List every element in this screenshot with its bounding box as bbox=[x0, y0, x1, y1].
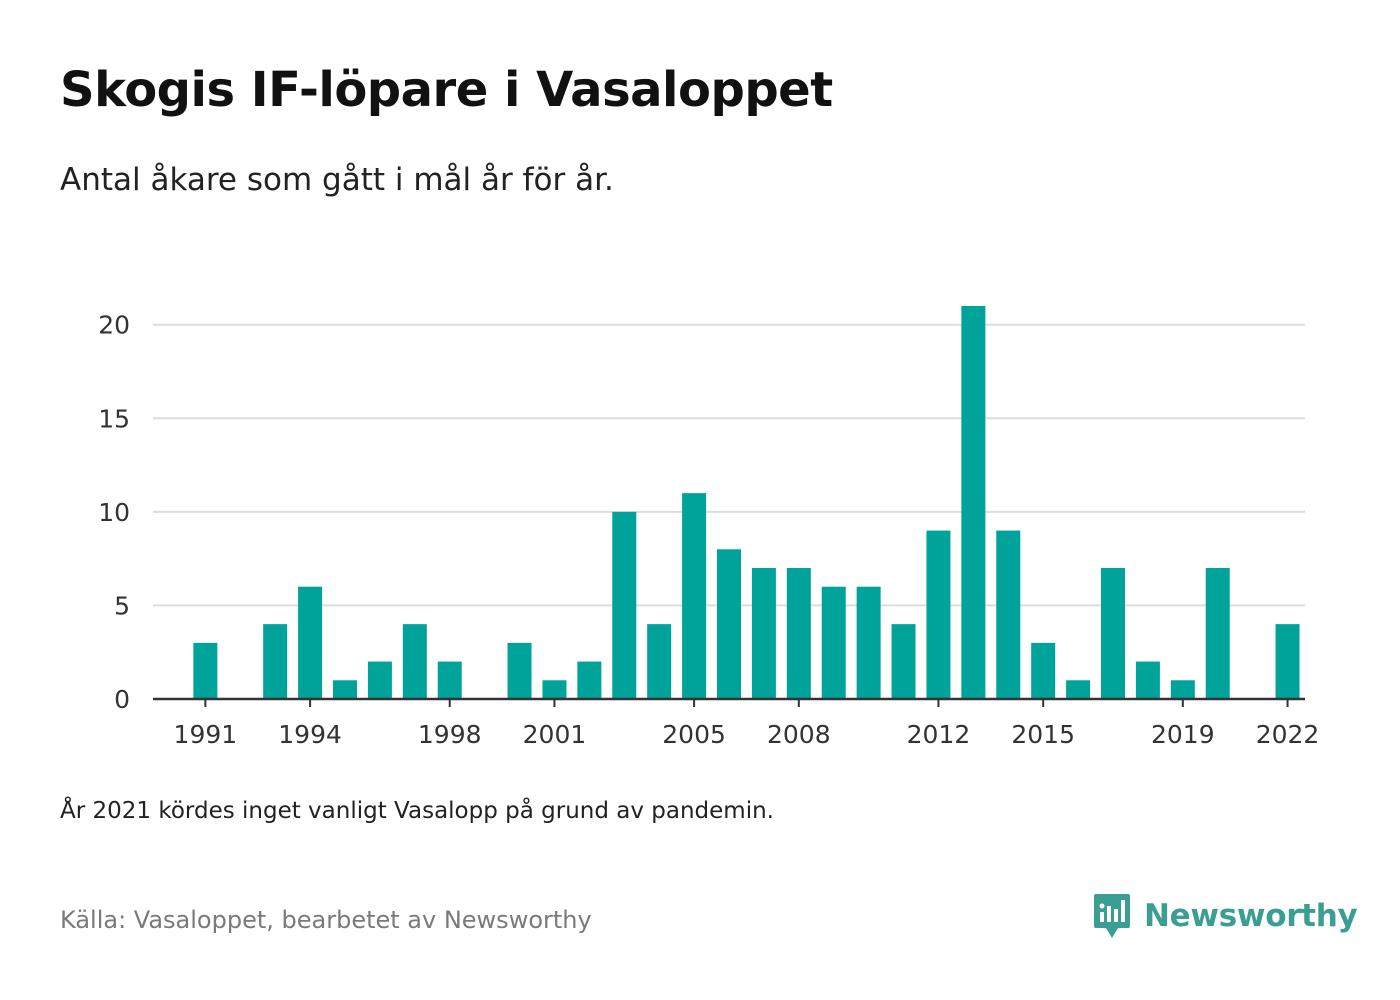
bars bbox=[193, 306, 1300, 699]
bar-1991 bbox=[193, 642, 218, 699]
bar-2017 bbox=[1101, 568, 1125, 699]
y-tick-label: 20 bbox=[98, 311, 130, 340]
bar-1994 bbox=[298, 586, 323, 699]
newsworthy-brand: Newsworthy bbox=[1092, 892, 1358, 940]
bar-2015 bbox=[1031, 642, 1056, 699]
bar-2014 bbox=[996, 530, 1021, 699]
bar-1997 bbox=[402, 624, 427, 699]
bar-2016 bbox=[1066, 680, 1091, 699]
chart-subtitle: Antal åkare som gått i mål år för år. bbox=[60, 162, 614, 198]
bar-2000 bbox=[507, 642, 532, 699]
bar-2020 bbox=[1205, 568, 1230, 699]
y-tick-label: 15 bbox=[98, 404, 130, 433]
x-tick-label: 2012 bbox=[907, 720, 971, 749]
x-tick-label: 1994 bbox=[278, 720, 342, 749]
bar-2009 bbox=[821, 586, 846, 699]
newsworthy-logo-icon bbox=[1094, 894, 1130, 938]
source-note: Källa: Vasaloppet, bearbetet av Newswort… bbox=[60, 906, 592, 934]
bar-1998 bbox=[437, 661, 462, 699]
bar-2004 bbox=[647, 624, 672, 699]
x-tick-label: 2008 bbox=[767, 720, 831, 749]
x-tick-label: 2015 bbox=[1011, 720, 1075, 749]
bar-2006 bbox=[717, 549, 741, 699]
bar-2022 bbox=[1275, 624, 1300, 699]
bar-2019 bbox=[1170, 680, 1195, 699]
bar-2003 bbox=[612, 511, 637, 699]
bar-2007 bbox=[751, 568, 776, 699]
bar-2001 bbox=[542, 680, 567, 699]
footnote: År 2021 kördes inget vanligt Vasalopp på… bbox=[60, 798, 774, 824]
bar-chart: 0 5 10 15 20 1991 1994 1998 2001 2005 2008 2012 2015… bbox=[98, 306, 1319, 749]
bar-2002 bbox=[577, 661, 602, 699]
x-tick-label: 1991 bbox=[174, 720, 238, 749]
chart-title: Skogis IF-löpare i Vasaloppet bbox=[60, 62, 833, 118]
bar-2005 bbox=[682, 493, 707, 699]
y-tick-label: 5 bbox=[114, 591, 130, 620]
bar-2013 bbox=[961, 306, 986, 699]
axes: 0 5 10 15 20 1991 1994 1998 2001 2005 2008 2012 2015… bbox=[98, 311, 1319, 749]
x-tick-label: 2001 bbox=[523, 720, 587, 749]
bar-1993 bbox=[263, 624, 288, 699]
bar-2010 bbox=[856, 586, 881, 699]
y-tick-label: 10 bbox=[98, 498, 130, 527]
y-tick-label: 0 bbox=[114, 685, 130, 714]
x-tick-label: 2019 bbox=[1151, 720, 1215, 749]
bar-2012 bbox=[926, 530, 951, 699]
bar-2011 bbox=[891, 624, 916, 699]
bar-2008 bbox=[786, 568, 811, 699]
brand-name: Newsworthy bbox=[1144, 898, 1358, 934]
x-tick-label: 2005 bbox=[662, 720, 726, 749]
x-tick-label: 2022 bbox=[1256, 720, 1320, 749]
bar-1995 bbox=[333, 680, 357, 699]
bar-2018 bbox=[1135, 661, 1160, 699]
bar-1996 bbox=[367, 661, 392, 699]
x-tick-label: 1998 bbox=[418, 720, 482, 749]
